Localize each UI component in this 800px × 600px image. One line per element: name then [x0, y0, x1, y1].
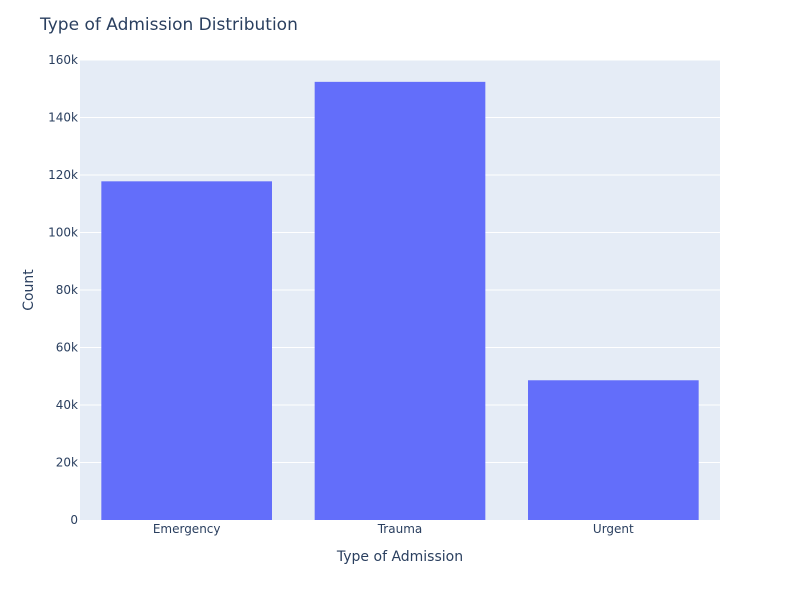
y-tick-label: 60k: [56, 341, 78, 355]
bars: [101, 81, 699, 520]
y-tick-label: 120k: [48, 168, 78, 182]
bar-trauma[interactable]: [314, 81, 486, 520]
x-tick-label: Trauma: [377, 522, 423, 536]
bar-urgent[interactable]: [528, 380, 699, 520]
y-tick-label: 100k: [48, 226, 78, 240]
x-axis-ticks: Emergency Trauma Urgent: [153, 522, 634, 536]
bar-emergency[interactable]: [101, 181, 272, 520]
x-axis-title: Type of Admission: [336, 549, 463, 565]
y-tick-label: 40k: [56, 398, 78, 412]
y-axis-ticks: 0 20k 40k 60k 80k 100k 120k 140k 160k: [48, 53, 78, 527]
x-tick-label: Emergency: [153, 522, 221, 536]
x-tick-label: Urgent: [593, 522, 634, 536]
y-tick-label: 0: [70, 513, 78, 527]
y-tick-label: 140k: [48, 111, 78, 125]
chart-title: Type of Admission Distribution: [39, 15, 298, 35]
y-tick-label: 20k: [56, 456, 78, 470]
y-tick-label: 80k: [56, 283, 78, 297]
y-axis-title: Count: [21, 269, 37, 311]
y-tick-label: 160k: [48, 53, 78, 67]
